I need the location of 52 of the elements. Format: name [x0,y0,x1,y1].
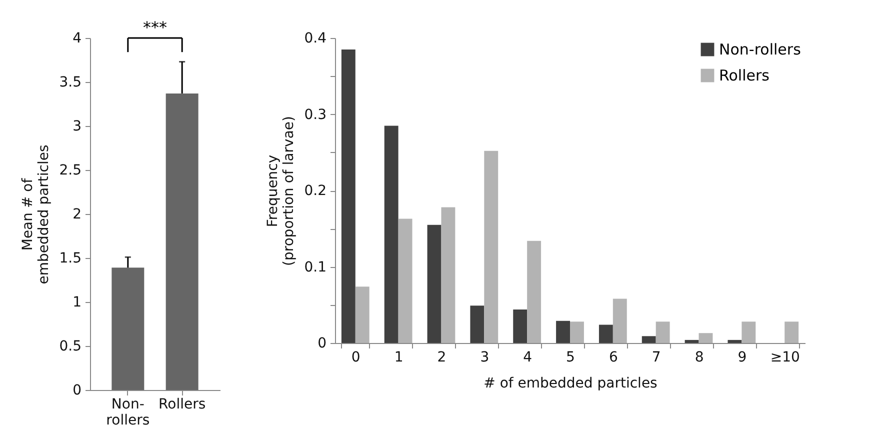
bar [441,207,456,343]
bar [656,322,670,343]
bar [684,340,699,343]
x-tick-label: 4 [523,350,532,366]
x-tick-label: ≥10 [770,350,800,366]
y-tick-label: 2.5 [59,162,82,178]
y-tick-label: 3 [72,118,82,134]
y-tick-label: 1.5 [59,250,82,266]
y-tick-label: 0.2 [304,183,326,199]
x-tick-label: 5 [566,350,575,366]
x-tick-label: 9 [738,350,747,366]
y-tick-label: 0 [318,336,326,352]
bar [742,322,756,343]
bar [698,333,713,343]
bar [384,126,398,343]
x-tick-label: 3 [480,350,490,366]
bar [556,320,570,343]
y-tick-label: 4 [72,30,82,46]
x-tick-label: 7 [652,350,661,366]
bar [513,309,528,343]
y-tick-label: 3.5 [59,74,82,90]
bar [527,240,542,343]
bar [570,322,584,343]
bar [427,224,442,343]
x-tick-label: 6 [608,350,618,366]
x-axis-title: # of embedded particles [484,376,658,392]
x-tick-label: 2 [437,350,446,366]
legend-label: Non-rollers [719,40,802,58]
y-tick-label: 0.1 [304,259,326,276]
x-tick-label: 1 [394,350,404,366]
y-tick-label: 0 [72,382,82,398]
y-tick-label: 0.5 [59,338,82,354]
y-axis-title: Frequency (proportion of larvae) [265,116,298,266]
bar [355,286,370,343]
text: *** [143,18,167,37]
bar [398,218,412,343]
x-tick-label: 8 [694,350,704,366]
y-tick-label: 1 [72,294,82,310]
bar [341,49,356,343]
y-tick-label: 0.4 [304,30,327,46]
bar [598,324,613,343]
y-tick-label: 2 [72,206,82,222]
x-tick-label: 0 [351,350,360,366]
bar [728,340,742,343]
bar [612,298,627,343]
bar [642,336,656,343]
y-axis-title: Mean # of embedded particles [20,144,52,284]
y-tick-label: 0.3 [304,106,326,123]
legend-label: Rollers [719,66,770,84]
bar [470,306,484,343]
bar [484,150,498,343]
bar [784,322,799,343]
